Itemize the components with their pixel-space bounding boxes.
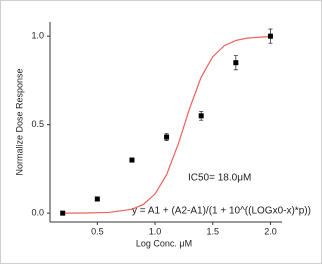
ic50-annotation: IC50= 18.0μM xyxy=(188,173,251,184)
data-point xyxy=(60,210,66,216)
y-tick-label: 0.0 xyxy=(31,208,44,218)
x-tick-label: 2.0 xyxy=(264,226,277,236)
x-tick-label: 0.5 xyxy=(91,226,104,236)
x-tick-label: 1.0 xyxy=(149,226,162,236)
y-tick-label: 1.0 xyxy=(31,31,44,41)
data-point xyxy=(198,113,204,119)
x-tick-label: 1.5 xyxy=(206,226,219,236)
x-axis-label: Log Conc. μM xyxy=(136,238,192,248)
data-point xyxy=(233,60,239,66)
formula-annotation: y = A1 + (A2-A1)/(1 + 10^((LOGx0-x)*p)) xyxy=(132,206,311,217)
data-point xyxy=(94,196,100,202)
fit-curve xyxy=(62,35,271,214)
data-point xyxy=(164,134,170,140)
y-tick-label: 0.5 xyxy=(31,119,44,129)
y-axis-label: Normalize Dose Response xyxy=(14,68,24,175)
data-point xyxy=(129,157,135,163)
data-point xyxy=(267,33,273,39)
